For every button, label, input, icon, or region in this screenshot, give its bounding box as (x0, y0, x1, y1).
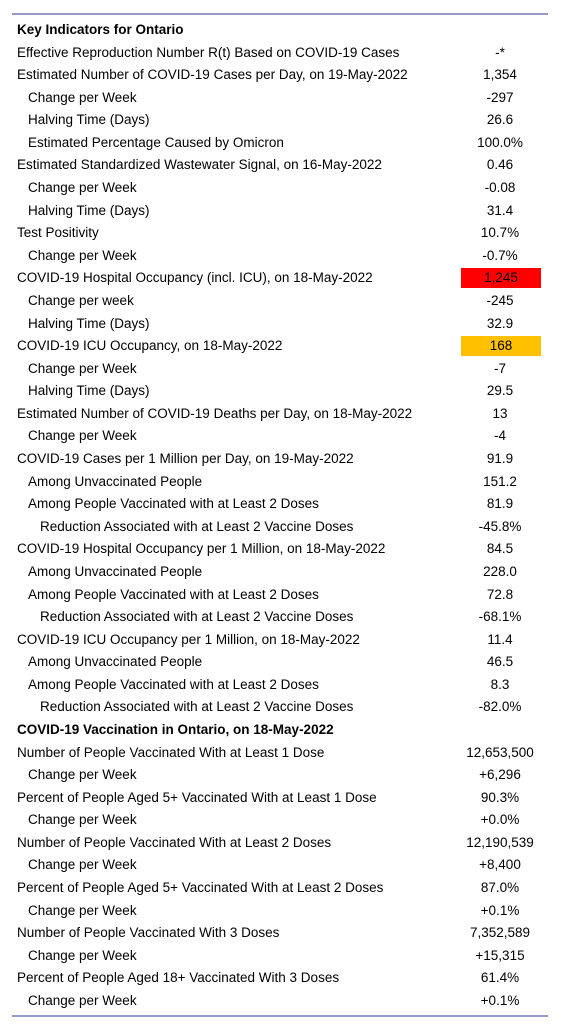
row-label: Change per Week (28, 992, 137, 1008)
row-value: 31.4 (486, 202, 514, 218)
row-label: Change per week (28, 292, 134, 308)
row-label: Percent of People Aged 18+ Vaccinated Wi… (17, 970, 340, 986)
row-label: Percent of People Aged 5+ Vaccinated Wit… (17, 880, 384, 896)
row-value: 168 (461, 336, 541, 357)
row-value: 1,354 (483, 67, 517, 83)
row-label: Halving Time (Days) (28, 315, 150, 331)
row-label: Number of People Vaccinated With 3 Doses (17, 925, 280, 941)
row-value: 12,653,500 (466, 744, 534, 760)
row-label: Halving Time (Days) (28, 383, 150, 399)
row-label: Among Unvaccinated People (28, 563, 203, 579)
row-value: 90.3% (480, 789, 520, 805)
row-value: +6,296 (479, 767, 521, 783)
row-value: 7,352,589 (469, 925, 531, 941)
row-label: Change per Week (28, 247, 137, 263)
row-label: Number of People Vaccinated With at Leas… (17, 744, 325, 760)
row-value: +15,315 (475, 947, 525, 963)
row-value: 81.9 (486, 496, 514, 512)
row-label: Among People Vaccinated with at Least 2 … (28, 676, 319, 692)
row-value: 12,190,539 (466, 834, 534, 850)
row-value: -0.08 (484, 180, 516, 196)
row-label: Estimated Standardized Wastewater Signal… (17, 157, 382, 173)
row-value: -45.8% (478, 518, 522, 534)
row-value: -297 (486, 89, 514, 105)
section-heading: Key Indicators for Ontario (17, 22, 184, 37)
row-label: Number of People Vaccinated With at Leas… (17, 834, 332, 850)
row-label: COVID-19 ICU Occupancy, on 18-May-2022 (17, 338, 283, 354)
row-value: 13 (492, 405, 508, 421)
row-value: 11.4 (487, 631, 513, 647)
row-label: Among Unvaccinated People (28, 654, 203, 670)
row-label: COVID-19 Hospital Occupancy (incl. ICU),… (17, 270, 373, 286)
row-label: Change per Week (28, 180, 137, 196)
row-value: -4 (493, 428, 506, 444)
row-label: Estimated Number of COVID-19 Cases per D… (17, 67, 408, 83)
row-value: 151.2 (483, 473, 517, 489)
row-label: COVID-19 Hospital Occupancy per 1 Millio… (17, 541, 386, 557)
row-value: 32.9 (486, 315, 514, 331)
row-label: Estimated Percentage Caused by Omicron (28, 134, 284, 150)
row-label: Percent of People Aged 5+ Vaccinated Wit… (17, 789, 377, 805)
row-label: Change per Week (28, 902, 137, 918)
row-label: Change per Week (28, 89, 137, 105)
row-value: -82.0% (478, 699, 522, 715)
row-value: -68.1% (478, 609, 522, 625)
row-label: Reduction Associated with at Least 2 Vac… (40, 518, 354, 534)
row-label: Change per Week (28, 428, 137, 444)
row-label: Change per Week (28, 857, 137, 873)
section-heading: COVID-19 Vaccination in Ontario, on 18-M… (17, 721, 334, 737)
row-value: -0.7% (482, 247, 518, 263)
row-value: +0.1% (480, 992, 520, 1008)
row-label: Reduction Associated with at Least 2 Vac… (40, 609, 354, 625)
row-label: Change per Week (28, 947, 137, 963)
row-value: 29.5 (486, 383, 514, 399)
row-value: +0.1% (480, 902, 520, 918)
row-value: 1,245 (461, 268, 541, 289)
row-label: Change per Week (28, 360, 137, 376)
row-value: 100.0% (477, 134, 523, 150)
row-label: Among Unvaccinated People (28, 473, 203, 489)
row-value: 0.46 (486, 157, 514, 173)
row-label: Among People Vaccinated with at Least 2 … (28, 496, 319, 512)
row-value: 84.5 (486, 541, 514, 557)
row-label: Estimated Number of COVID-19 Deaths per … (17, 405, 413, 421)
row-label: Effective Reproduction Number R(t) Based… (17, 44, 400, 60)
row-value: 61.4% (480, 970, 520, 986)
row-label: Halving Time (Days) (28, 202, 150, 218)
row-label: Test Positivity (17, 225, 99, 241)
row-label: Change per Week (28, 767, 137, 783)
row-value: 228.0 (483, 563, 517, 579)
row-value: 26.6 (486, 112, 514, 128)
row-label: COVID-19 Cases per 1 Million per Day, on… (17, 451, 354, 467)
row-value: 72.8 (486, 586, 514, 602)
row-value: +0.0% (480, 812, 520, 828)
row-value: -245 (486, 292, 514, 308)
row-value: 8.3 (490, 676, 510, 692)
row-value: 46.5 (486, 654, 514, 670)
row-label: Halving Time (Days) (28, 112, 150, 128)
row-value: 91.9 (486, 451, 514, 467)
row-label: COVID-19 ICU Occupancy per 1 Million, on… (17, 631, 360, 647)
row-label: Among People Vaccinated with at Least 2 … (28, 586, 319, 602)
row-label: Reduction Associated with at Least 2 Vac… (40, 699, 354, 715)
bottom-rule (12, 1015, 548, 1017)
row-value: +8,400 (479, 857, 521, 873)
row-value: -* (495, 44, 505, 60)
row-value: -7 (493, 360, 506, 376)
row-value: 10.7% (480, 225, 520, 241)
row-value: 87.0% (480, 880, 520, 896)
top-rule (12, 13, 548, 15)
row-label: Change per Week (28, 812, 137, 828)
